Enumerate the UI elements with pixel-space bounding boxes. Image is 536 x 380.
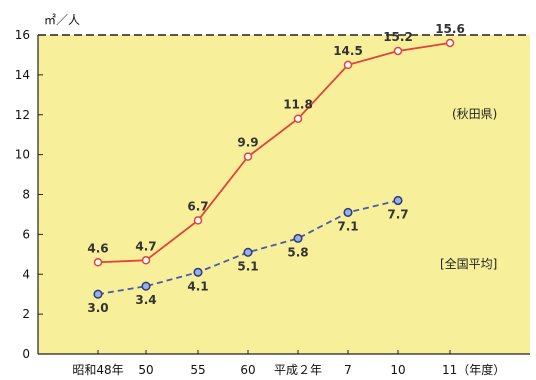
data-label: 15.6 (435, 22, 465, 36)
x-tick-label: 55 (190, 363, 205, 377)
data-label: 4.7 (135, 239, 156, 253)
data-label: 4.1 (187, 279, 208, 293)
data-point (243, 247, 253, 257)
data-point (393, 195, 403, 206)
data-label: 6.7 (187, 199, 208, 213)
data-label: 5.1 (237, 259, 258, 273)
plot-background (38, 35, 530, 354)
axes (37, 34, 530, 355)
y-unit-label: ㎡／人 (44, 13, 80, 27)
y-tick-label: 16 (15, 28, 30, 42)
x-tick-label: 平成２年 (274, 363, 322, 377)
x-tick-label: 10 (390, 363, 405, 377)
x-tick-label: 60 (240, 363, 255, 377)
data-point (93, 258, 103, 267)
data-point (93, 289, 103, 299)
y-tick-label: 4 (22, 267, 30, 281)
data-point (343, 60, 353, 70)
series-name-label: [全国平均] (440, 256, 497, 271)
series-legends: (秋田県) [全国平均] (440, 107, 497, 271)
x-tick-label: 昭和48年 (72, 363, 123, 377)
x-tick-label: 50 (138, 363, 153, 377)
y-tick-label: 10 (15, 148, 30, 162)
y-tick-label: 6 (22, 227, 30, 241)
data-point (293, 233, 303, 243)
series-1: 3.0 3.4 4.1 5.1 5.8 7.1 7.7 (87, 195, 409, 315)
series-line (97, 42, 451, 264)
data-label: 11.8 (283, 98, 313, 112)
data-point (193, 267, 203, 277)
data-point (293, 114, 303, 123)
y-tick-label: 8 (22, 188, 30, 202)
tick-labels: 0 2 4 6 8 10 12 14 16 昭和48年 50 55 60 平成２年 7 10 11（年度） (15, 28, 506, 377)
y-tick-label: 0 (22, 347, 30, 361)
series-name-label: (秋田県) (452, 107, 497, 121)
data-point (343, 207, 353, 217)
data-point (193, 216, 203, 225)
data-label: 3.4 (135, 293, 156, 307)
series-0: 4.6 4.7 6.7 9.9 11.8 14.5 15.2 15.6 (87, 22, 465, 267)
data-label: 7.1 (337, 219, 358, 233)
x-tick-label: 7 (344, 363, 352, 377)
data-label: 5.8 (287, 245, 308, 259)
series-group: 4.6 4.7 6.7 9.9 11.8 14.5 15.2 15.6 3.0 3.4 4.1 5.1… (87, 22, 464, 315)
y-tick-label: 14 (15, 68, 30, 82)
data-point (445, 38, 455, 48)
data-label: 4.6 (87, 241, 108, 255)
data-label: 3.0 (87, 301, 108, 315)
y-tick-label: 2 (22, 307, 30, 321)
data-label: 14.5 (333, 44, 363, 58)
data-label: 7.7 (387, 207, 408, 221)
x-tick-label: 11（年度） (442, 362, 505, 377)
data-point (141, 256, 151, 265)
data-point (243, 152, 253, 161)
data-point (141, 281, 151, 291)
data-label: 9.9 (237, 136, 258, 150)
data-point (393, 46, 403, 56)
y-tick-label: 12 (15, 108, 30, 122)
data-label: 15.2 (383, 30, 413, 44)
